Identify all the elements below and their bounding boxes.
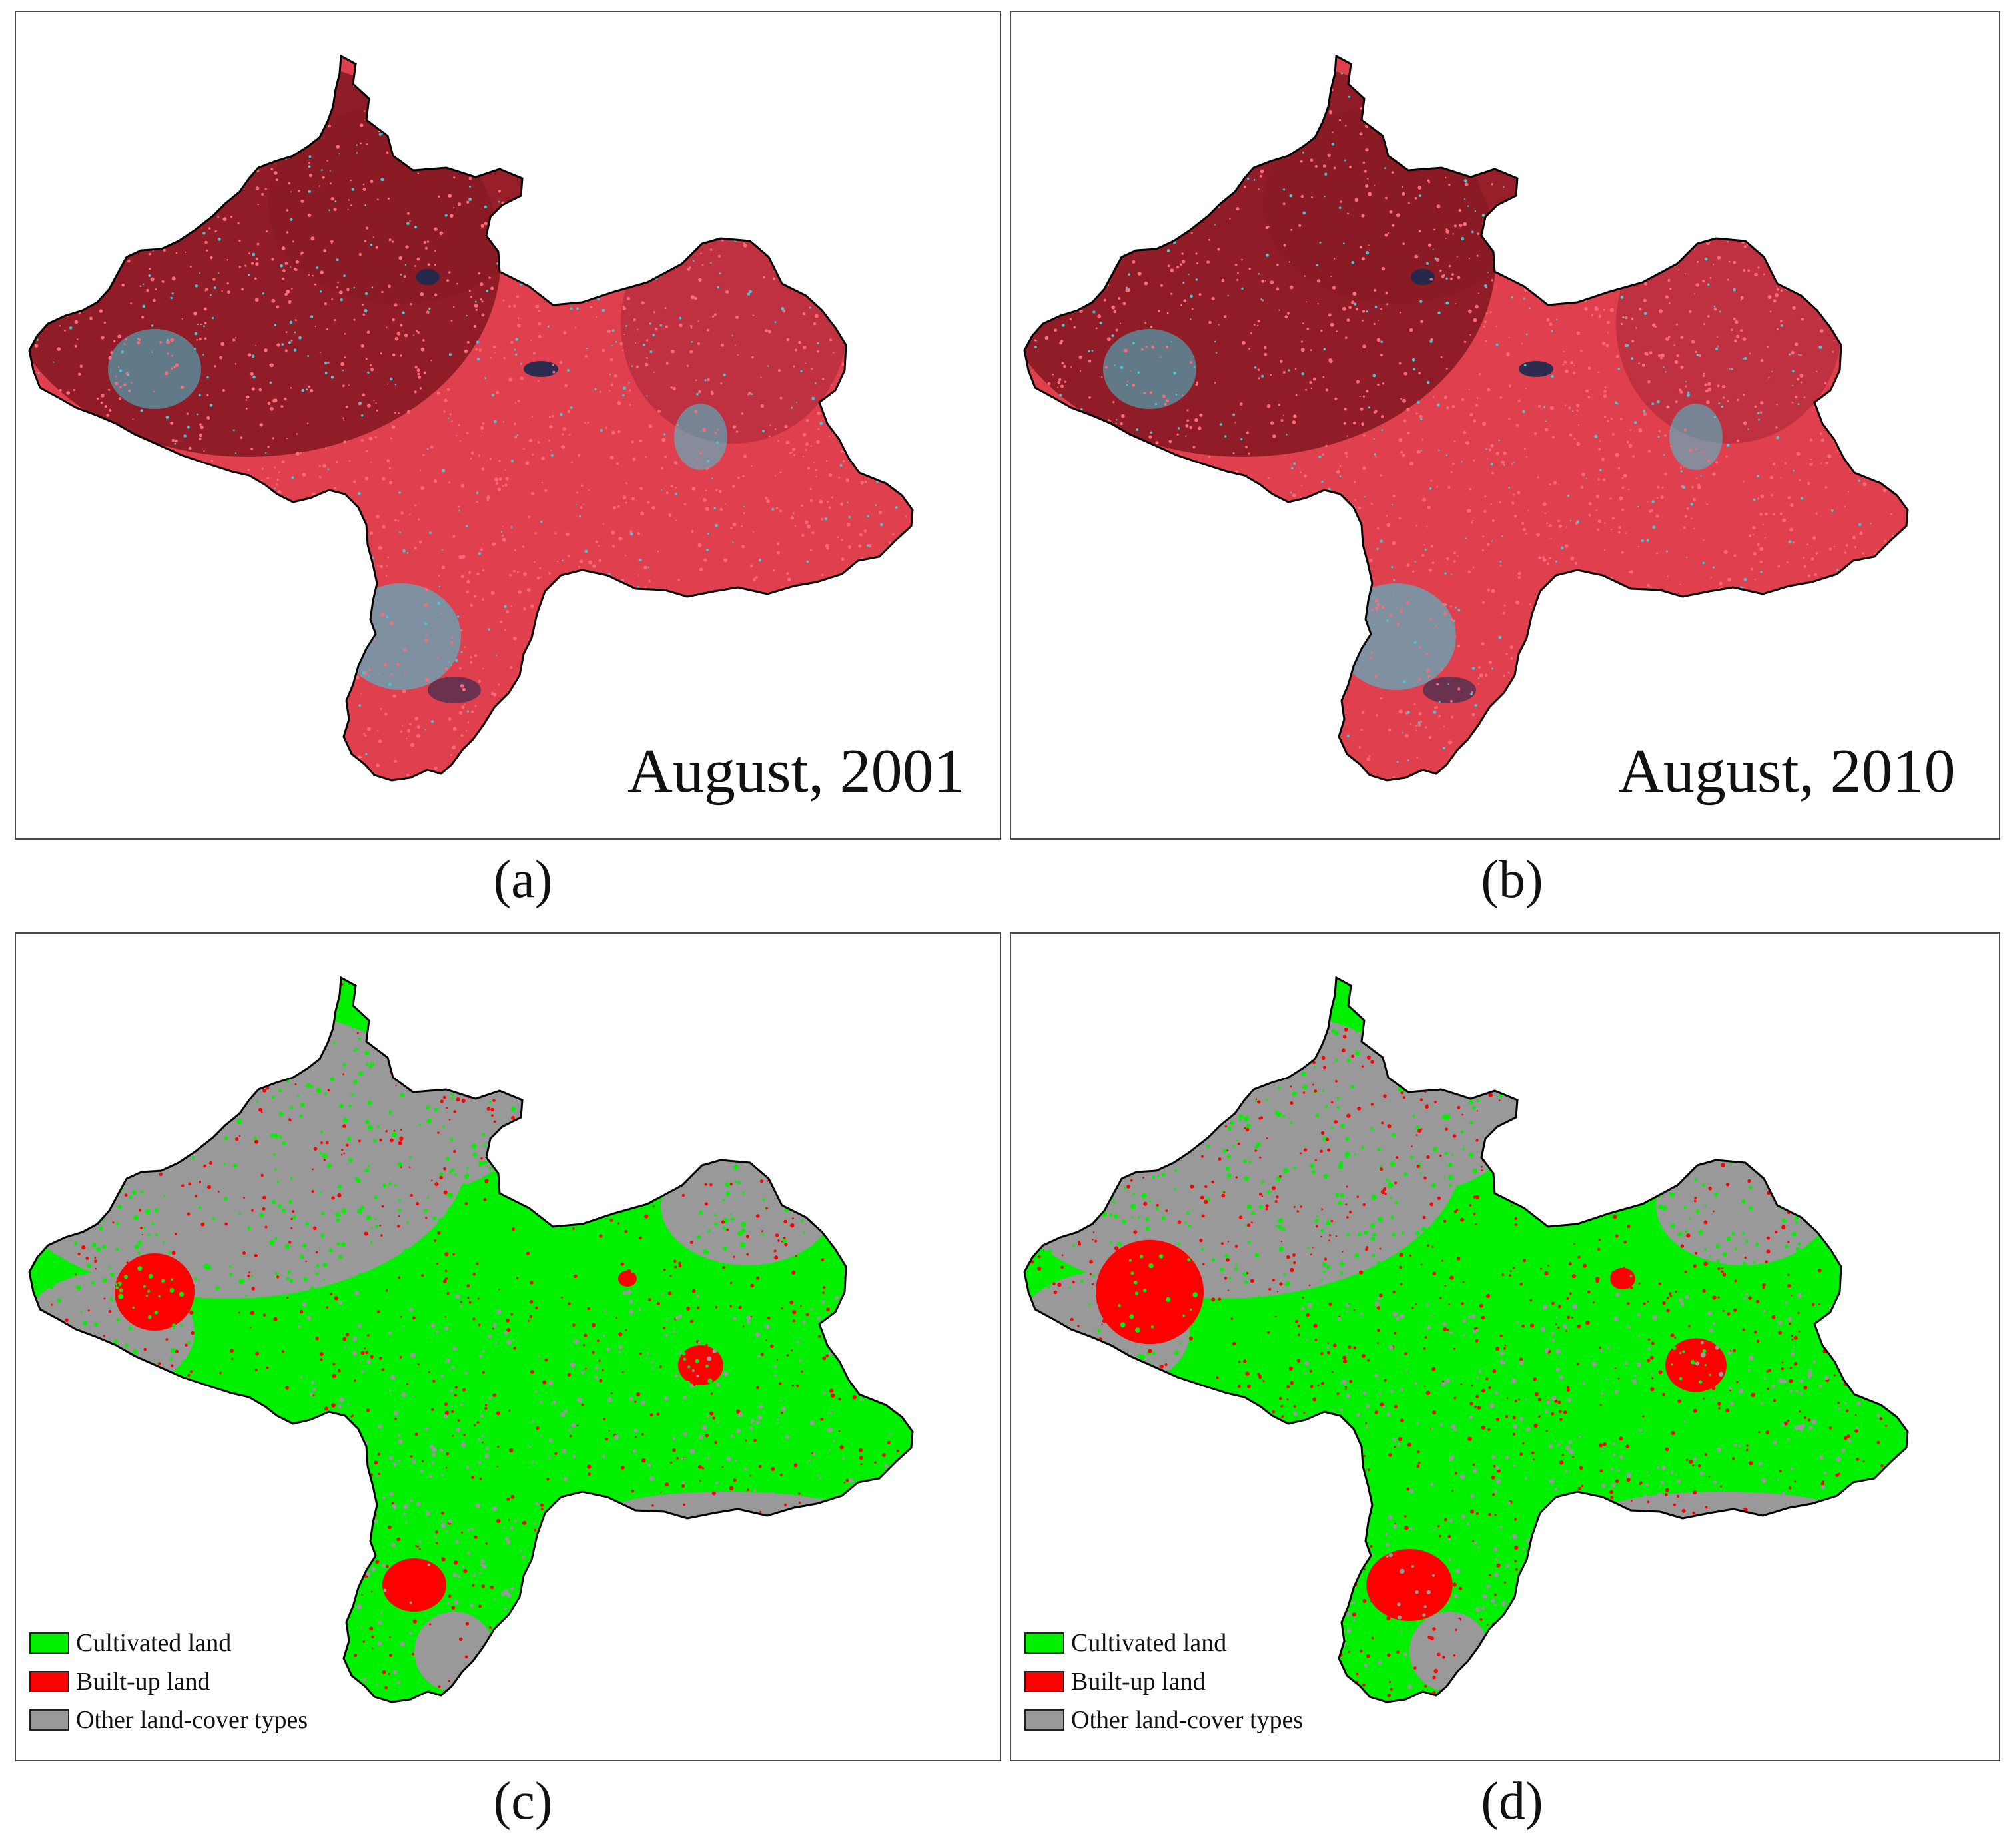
- caption-c: (c): [493, 1772, 553, 1831]
- forest-area: [1263, 104, 1529, 304]
- built-up-area: [115, 1253, 195, 1331]
- classification-map-2010: [1023, 976, 1909, 1703]
- legend-item-other: Other land-cover types: [1024, 1701, 1303, 1739]
- swatch-other: [29, 1709, 69, 1731]
- panel-a-composite-2001: August, 2001: [15, 11, 1001, 840]
- other-landcover-area: [414, 1612, 494, 1692]
- legend-item-built-up: Built-up land: [1024, 1662, 1303, 1701]
- date-label-a: August, 2001: [627, 737, 965, 806]
- built-up-area: [678, 1345, 723, 1385]
- region-outline: [28, 54, 914, 782]
- other-landcover-area: [314, 1032, 528, 1192]
- panel-c-classification-2001: Cultivated land Built-up land Other land…: [15, 932, 1001, 1761]
- legend-label-other: Other land-cover types: [76, 1706, 308, 1734]
- panel-b-composite-2010: August, 2010: [1010, 11, 2000, 840]
- caption-d: (d): [1481, 1772, 1543, 1831]
- swatch-cultivated: [29, 1632, 69, 1654]
- other-landcover-area: [1409, 1612, 1489, 1692]
- urban-area: [1336, 583, 1456, 690]
- built-up-area: [618, 1271, 637, 1287]
- water-body: [1519, 361, 1553, 377]
- caption-a: (a): [493, 850, 553, 909]
- region-outline: [1023, 976, 1909, 1703]
- region-outline: [1023, 54, 1909, 782]
- water-body: [1411, 269, 1435, 285]
- built-up-area: [1366, 1549, 1453, 1621]
- urban-area: [1103, 329, 1196, 409]
- date-label-b: August, 2010: [1618, 737, 1956, 806]
- region-outline: [28, 976, 914, 1703]
- water-body: [524, 361, 558, 377]
- panel-d-classification-2010: Cultivated land Built-up land Other land…: [1010, 932, 2000, 1761]
- urban-area: [341, 583, 461, 690]
- built-up-area: [1610, 1267, 1635, 1290]
- legend-label-other: Other land-cover types: [1071, 1706, 1304, 1734]
- urban-area: [674, 404, 727, 470]
- legend-d: Cultivated land Built-up land Other land…: [1024, 1624, 1303, 1739]
- classification-map-2001: [28, 976, 914, 1703]
- legend-label-built-up: Built-up land: [76, 1668, 210, 1695]
- swatch-built-up: [1024, 1671, 1064, 1692]
- urban-area: [1669, 404, 1723, 470]
- legend-label-cultivated: Cultivated land: [76, 1629, 232, 1657]
- legend-item-cultivated: Cultivated land: [29, 1624, 308, 1662]
- caption-b: (b): [1481, 850, 1543, 909]
- swatch-cultivated: [1024, 1632, 1064, 1654]
- water-body: [428, 677, 481, 703]
- water-body: [1423, 677, 1476, 703]
- urban-area: [108, 329, 201, 409]
- built-up-area: [1096, 1239, 1204, 1345]
- forest-area: [268, 104, 534, 304]
- legend-item-cultivated: Cultivated land: [1024, 1624, 1303, 1662]
- legend-label-built-up: Built-up land: [1071, 1668, 1206, 1695]
- legend-label-cultivated: Cultivated land: [1071, 1629, 1227, 1657]
- swatch-other: [1024, 1709, 1064, 1731]
- legend-item-built-up: Built-up land: [29, 1662, 308, 1701]
- composite-map-2001: [28, 54, 914, 782]
- composite-map-2010: [1023, 54, 1909, 782]
- legend-item-other: Other land-cover types: [29, 1701, 308, 1739]
- water-body: [416, 269, 440, 285]
- legend-c: Cultivated land Built-up land Other land…: [29, 1624, 308, 1739]
- swatch-built-up: [29, 1671, 69, 1692]
